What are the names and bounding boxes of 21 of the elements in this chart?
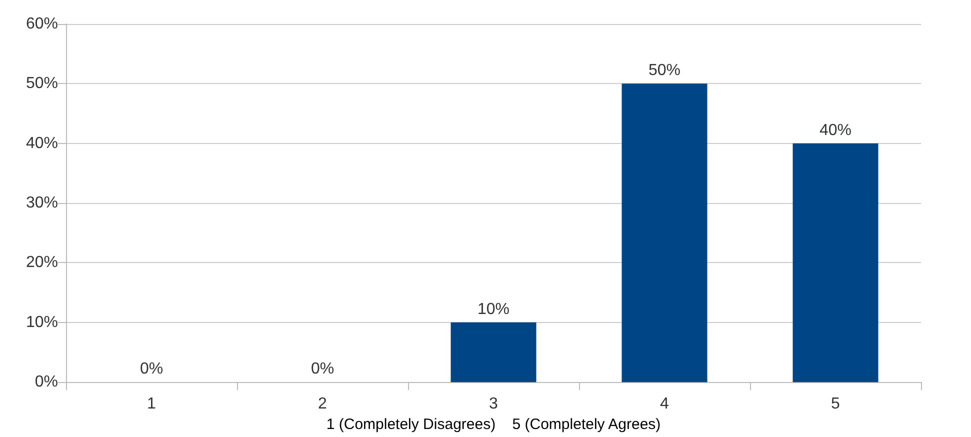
bar	[450, 322, 536, 382]
x-axis-title: 1 (Completely Disagrees) 5 (Completely Agrees)	[326, 416, 661, 433]
y-tick-label: 30%	[26, 194, 58, 212]
bar	[622, 84, 708, 382]
data-label: 50%	[648, 62, 681, 80]
x-tick-label: 2	[318, 396, 328, 413]
y-tick-label: 40%	[26, 134, 58, 152]
bar	[792, 143, 878, 382]
y-tick-label: 10%	[26, 314, 58, 331]
y-tick-label: 20%	[26, 254, 58, 272]
y-tick-label: 50%	[26, 75, 58, 92]
y-tick-label: 60%	[26, 16, 58, 32]
data-label: 0%	[140, 360, 164, 378]
y-tick-label: 0%	[34, 374, 58, 391]
data-label: 10%	[477, 300, 510, 318]
data-label: 40%	[819, 122, 852, 139]
x-tick-label: 4	[660, 396, 670, 413]
x-tick-label: 3	[489, 396, 498, 413]
data-label: 0%	[310, 360, 334, 378]
x-tick-label: 1	[147, 396, 156, 413]
x-tick-label: 5	[831, 396, 840, 413]
